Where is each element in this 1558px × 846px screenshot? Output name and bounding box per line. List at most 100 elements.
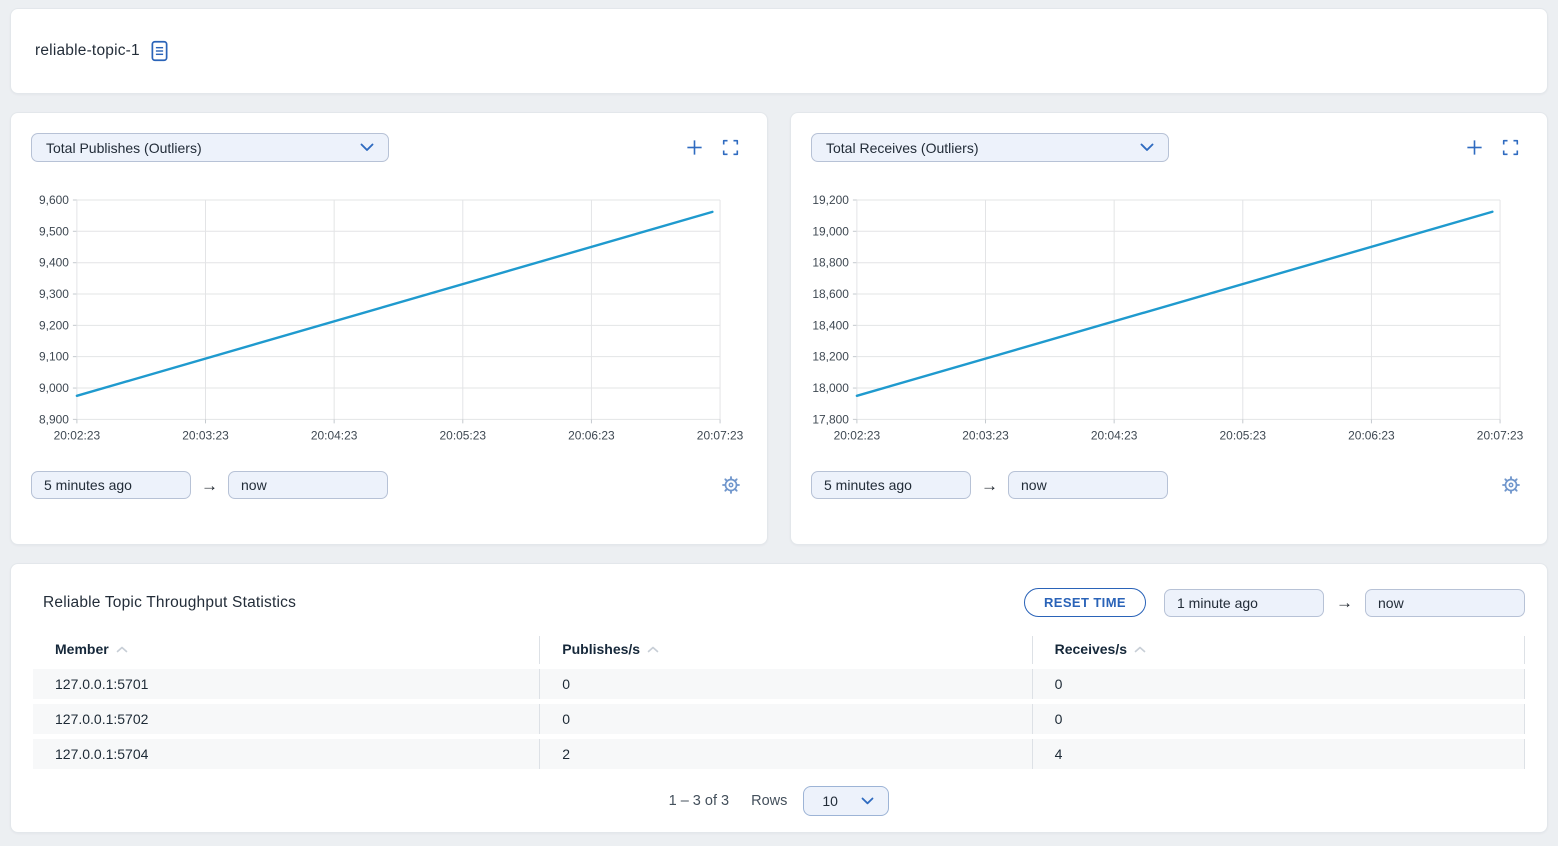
svg-text:9,600: 9,600 — [39, 194, 69, 207]
table-time-from-input[interactable] — [1164, 589, 1324, 617]
column-label: Member — [55, 641, 109, 657]
metric-select-value: Total Receives (Outliers) — [826, 140, 979, 156]
svg-text:18,400: 18,400 — [812, 318, 849, 332]
gear-icon — [1501, 475, 1521, 495]
receives-chart-card: Total Receives (Outliers) — [790, 112, 1548, 545]
column-label: Publishes/s — [562, 641, 640, 657]
svg-text:19,000: 19,000 — [812, 224, 849, 238]
metric-select[interactable]: Total Receives (Outliers) — [811, 133, 1169, 162]
document-icon[interactable] — [150, 40, 169, 62]
svg-text:18,600: 18,600 — [812, 287, 849, 301]
rows-per-page-select[interactable]: 10 — [803, 786, 889, 816]
rows-per-page-label: Rows — [751, 793, 787, 809]
svg-text:20:07:23: 20:07:23 — [1477, 428, 1524, 442]
publishes-chart-card: Total Publishes (Outliers) — [10, 112, 768, 545]
column-header-member[interactable]: Member — [33, 636, 540, 664]
svg-text:20:04:23: 20:04:23 — [311, 428, 358, 442]
table-time-controls: RESET TIME → — [1024, 588, 1525, 617]
sort-asc-icon — [116, 646, 128, 653]
pagination: 1 – 3 of 3 Rows 10 — [33, 786, 1525, 816]
table-title: Reliable Topic Throughput Statistics — [33, 594, 296, 612]
column-label: Receives/s — [1055, 641, 1127, 657]
svg-text:18,000: 18,000 — [812, 381, 849, 395]
arrow-right-icon: → — [1336, 594, 1353, 611]
publishes-cell: 0 — [540, 669, 1032, 699]
fullscreen-icon — [722, 139, 739, 156]
publishes-cell: 0 — [540, 704, 1032, 734]
receives-cell: 0 — [1033, 669, 1525, 699]
table-row[interactable]: 127.0.0.1:5702 0 0 — [33, 704, 1525, 734]
svg-text:20:03:23: 20:03:23 — [962, 428, 1009, 442]
svg-text:9,400: 9,400 — [39, 256, 69, 270]
svg-text:20:06:23: 20:06:23 — [568, 428, 615, 442]
chart-time-controls: → — [31, 471, 747, 499]
add-chart-button[interactable] — [1465, 138, 1484, 157]
gear-icon — [721, 475, 741, 495]
time-to-input[interactable] — [228, 471, 388, 499]
svg-text:20:02:23: 20:02:23 — [54, 428, 101, 442]
publishes-line-chart: 8,9009,0009,1009,2009,3009,4009,5009,600… — [31, 194, 747, 455]
arrow-right-icon: → — [201, 477, 218, 494]
fullscreen-button[interactable] — [1502, 139, 1519, 156]
time-from-input[interactable] — [811, 471, 971, 499]
svg-text:8,900: 8,900 — [39, 412, 69, 426]
table-time-to-input[interactable] — [1365, 589, 1525, 617]
chevron-down-icon — [861, 797, 874, 805]
throughput-table-card: Reliable Topic Throughput Statistics RES… — [10, 563, 1548, 833]
table-header-row: Member Publishes/s Receives/s — [33, 636, 1525, 664]
topic-header-card: reliable-topic-1 — [10, 8, 1548, 94]
table-header: Reliable Topic Throughput Statistics RES… — [33, 588, 1525, 617]
chart-settings-button[interactable] — [721, 475, 741, 495]
member-cell: 127.0.0.1:5701 — [33, 669, 540, 699]
rows-per-page-value: 10 — [822, 793, 838, 809]
member-cell: 127.0.0.1:5704 — [33, 739, 540, 769]
chart-time-controls: → — [811, 471, 1527, 499]
chart-actions — [1465, 138, 1527, 157]
table-row[interactable]: 127.0.0.1:5704 2 4 — [33, 739, 1525, 769]
chart-toolbar: Total Receives (Outliers) — [811, 133, 1527, 162]
time-to-input[interactable] — [1008, 471, 1168, 499]
sort-asc-icon — [647, 646, 659, 653]
metric-select[interactable]: Total Publishes (Outliers) — [31, 133, 389, 162]
svg-text:20:07:23: 20:07:23 — [697, 428, 744, 442]
chart-settings-button[interactable] — [1501, 475, 1521, 495]
svg-text:20:05:23: 20:05:23 — [1220, 428, 1267, 442]
column-header-receives[interactable]: Receives/s — [1033, 636, 1525, 664]
svg-text:18,800: 18,800 — [812, 256, 849, 270]
metric-select-value: Total Publishes (Outliers) — [46, 140, 202, 156]
svg-text:9,300: 9,300 — [39, 287, 69, 301]
page: reliable-topic-1 Total Publishes (Outlie… — [0, 0, 1558, 841]
receives-line-chart: 17,80018,00018,20018,40018,60018,80019,0… — [811, 194, 1527, 455]
svg-text:9,000: 9,000 — [39, 381, 69, 395]
publishes-cell: 2 — [540, 739, 1032, 769]
table-row[interactable]: 127.0.0.1:5701 0 0 — [33, 669, 1525, 699]
time-from-input[interactable] — [31, 471, 191, 499]
svg-text:9,100: 9,100 — [39, 350, 69, 364]
member-cell: 127.0.0.1:5702 — [33, 704, 540, 734]
svg-text:20:03:23: 20:03:23 — [182, 428, 229, 442]
add-chart-button[interactable] — [685, 138, 704, 157]
svg-text:20:05:23: 20:05:23 — [440, 428, 487, 442]
svg-text:20:02:23: 20:02:23 — [834, 428, 881, 442]
plus-icon — [685, 138, 704, 157]
svg-text:20:04:23: 20:04:23 — [1091, 428, 1138, 442]
throughput-table: Member Publishes/s Receives/s 127.0.0.1:… — [33, 631, 1525, 774]
receives-cell: 4 — [1033, 739, 1525, 769]
chart-toolbar: Total Publishes (Outliers) — [31, 133, 747, 162]
column-header-publishes[interactable]: Publishes/s — [540, 636, 1032, 664]
chart-actions — [685, 138, 747, 157]
svg-text:19,200: 19,200 — [812, 194, 849, 207]
pagination-range: 1 – 3 of 3 — [669, 793, 729, 809]
plus-icon — [1465, 138, 1484, 157]
page-title: reliable-topic-1 — [35, 42, 140, 60]
chevron-down-icon — [1140, 143, 1154, 152]
fullscreen-icon — [1502, 139, 1519, 156]
svg-text:20:06:23: 20:06:23 — [1348, 428, 1395, 442]
receives-cell: 0 — [1033, 704, 1525, 734]
svg-text:17,800: 17,800 — [812, 412, 849, 426]
fullscreen-button[interactable] — [722, 139, 739, 156]
arrow-right-icon: → — [981, 477, 998, 494]
svg-text:9,500: 9,500 — [39, 224, 69, 238]
reset-time-button[interactable]: RESET TIME — [1024, 588, 1146, 617]
sort-asc-icon — [1134, 646, 1146, 653]
